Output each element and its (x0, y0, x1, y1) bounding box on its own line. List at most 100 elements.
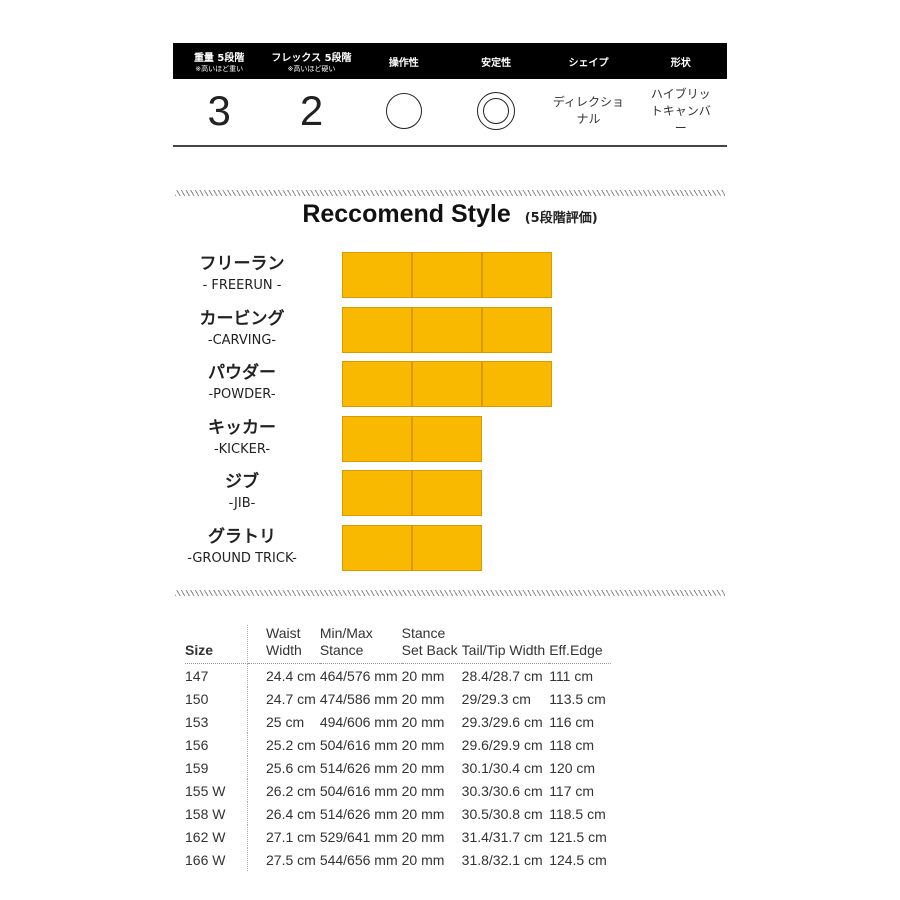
table-row: 150 24.7 cm 474/586 mm 20 mm 29/29.3 cm 113.5… (185, 687, 611, 710)
spec-header-cell: フレックス 5段階 ※高いほど硬い (265, 43, 357, 79)
size-table: Size Waist Width Min/Max Stance Stance Set … (185, 625, 611, 871)
rating-bar-segment (482, 252, 552, 298)
table-cell: 31.4/31.7 cm (461, 828, 543, 845)
profile-value: ハイブリットキャンバー (650, 86, 711, 135)
column-header: Waist Width (247, 625, 320, 664)
column-header: Size (185, 625, 248, 664)
table-cell: 504/616 mm (319, 736, 398, 753)
spec-header: 重量 5段階 ※高いほど重い フレックス 5段階 ※高いほど硬い 操作性 安定性 シェイプ形… (173, 43, 727, 79)
table-cell: 20 mm (401, 828, 445, 845)
table-cell: 24.7 cm (266, 690, 316, 707)
table-cell: 29.3/29.6 cm (461, 713, 543, 730)
style-row: グラトリ -GROUND TRICK- (180, 524, 740, 571)
table-cell: 118 cm (549, 736, 595, 753)
rating-bar-segment (412, 361, 482, 407)
table-cell: 26.4 cm (266, 805, 316, 822)
table-cell: 29.6/29.9 cm (461, 736, 543, 753)
rating-bar-segment (412, 415, 482, 462)
table-cell: 121.5 cm (549, 828, 607, 845)
table-cell: 25.6 cm (266, 759, 316, 776)
rating-bar-segment (482, 306, 552, 353)
table-cell: 30.3/30.6 cm (461, 782, 543, 799)
header-sub: ※高いほど重い (195, 64, 244, 73)
table-cell: 20 mm (401, 736, 445, 753)
style-row: キッカー -KICKER- (180, 415, 740, 462)
spec-header-cell: 操作性 (358, 43, 450, 79)
style-en: -CARVING- (207, 332, 277, 348)
table-cell: 117 cm (549, 782, 595, 799)
header-label: フレックス 5段階 (271, 52, 352, 64)
style-en: -GROUND TRICK- (187, 550, 297, 566)
weight-value: 3 (207, 87, 231, 134)
column-header: Min/Max Stance (319, 625, 402, 664)
header-label: シェイプ (568, 57, 609, 69)
table-cell: 27.1 cm (266, 828, 316, 845)
table-cell: 20 mm (401, 667, 445, 684)
rating-bar-segment (342, 470, 412, 516)
rating-bar-segment (342, 252, 412, 298)
shape-value: ディレクショナル (552, 95, 625, 126)
style-jp: フリーラン (199, 254, 285, 274)
table-cell: 118.5 cm (549, 805, 606, 822)
rating-bar-segment (412, 306, 482, 353)
table-cell: 113.5 cm (549, 690, 606, 707)
rating-bar (342, 306, 552, 353)
divider (175, 190, 725, 196)
flex-value: 2 (299, 87, 324, 134)
rating-bar (342, 361, 552, 407)
style-jp: ジブ (225, 472, 259, 492)
table-row: 159 25.6 cm 514/626 mm 20 mm 30.1/30.4 cm 120… (185, 756, 611, 779)
table-cell: 514/626 mm (319, 805, 398, 822)
spec-table: 重量 5段階 ※高いほど重い フレックス 5段階 ※高いほど硬い 操作性 安定性 シェイプ形… (173, 43, 727, 147)
style-jp: カービング (199, 308, 285, 329)
table-cell: 158 W (185, 802, 248, 825)
style-jp: キッカー (208, 417, 276, 438)
style-en: -POWDER- (208, 387, 276, 402)
circle-icon (385, 93, 422, 129)
spec-header-cell: 形状 (635, 43, 727, 79)
table-cell: 474/586 mm (319, 690, 398, 707)
spec-values: 3 2 ディレクショナル ハイブリットキャンバー (173, 79, 727, 143)
spec-header-cell: 安定性 (450, 43, 542, 79)
double-circle-icon (477, 92, 516, 130)
rating-bar-segment (342, 306, 412, 353)
style-jp: グラトリ (208, 526, 276, 547)
rating-bar-segment (412, 524, 482, 571)
table-row: 166 W 27.5 cm 544/656 mm 20 mm 31.8/32.1 cm 1… (185, 848, 611, 871)
rating-bar-segment (482, 361, 552, 407)
style-row: フリーラン - FREERUN - (180, 252, 740, 298)
table-row: 162 W 27.1 cm 529/641 mm 20 mm 31.4/31.7 cm 1… (185, 825, 611, 848)
table-cell: 20 mm (401, 759, 445, 776)
table-cell: 20 mm (401, 690, 445, 707)
style-en: -KICKER- (213, 441, 271, 457)
rating-bar-segment (342, 415, 412, 462)
table-cell: 504/616 mm (319, 782, 398, 799)
table-cell: 20 mm (401, 851, 445, 868)
table-cell: 150 (185, 687, 248, 710)
table-cell: 25 cm (266, 713, 305, 730)
rating-bar (342, 415, 482, 462)
table-cell: 28.4/28.7 cm (461, 667, 543, 684)
rating-bar (342, 252, 552, 298)
table-cell: 514/626 mm (319, 759, 398, 776)
table-cell: 124.5 cm (549, 851, 607, 868)
table-cell: 155 W (185, 779, 248, 802)
table-row: 155 W 26.2 cm 504/616 mm 20 mm 30.3/30.6 cm 1… (185, 779, 611, 802)
table-cell: 20 mm (401, 782, 445, 799)
table-cell: 544/656 mm (319, 851, 398, 868)
rating-bar-segment (412, 252, 482, 298)
column-header: Tail/Tip Width (461, 625, 550, 664)
rating-bar (342, 470, 482, 516)
table-cell: 25.2 cm (266, 736, 316, 753)
header-label: 形状 (670, 57, 691, 69)
table-cell: 26.2 cm (266, 782, 316, 799)
table-cell: 111 cm (549, 667, 594, 684)
table-row: 158 W 26.4 cm 514/626 mm 20 mm 30.5/30.8 cm 1… (185, 802, 611, 825)
title-text: Reccomend Style (302, 200, 511, 228)
table-cell: 529/641 mm (319, 828, 398, 845)
rating-bar-segment (342, 361, 412, 407)
table-cell: 156 (185, 733, 248, 756)
table-cell: 20 mm (401, 713, 445, 730)
title-note: (5段階評価) (524, 211, 598, 226)
style-row: ジブ -JIB- (180, 470, 740, 516)
